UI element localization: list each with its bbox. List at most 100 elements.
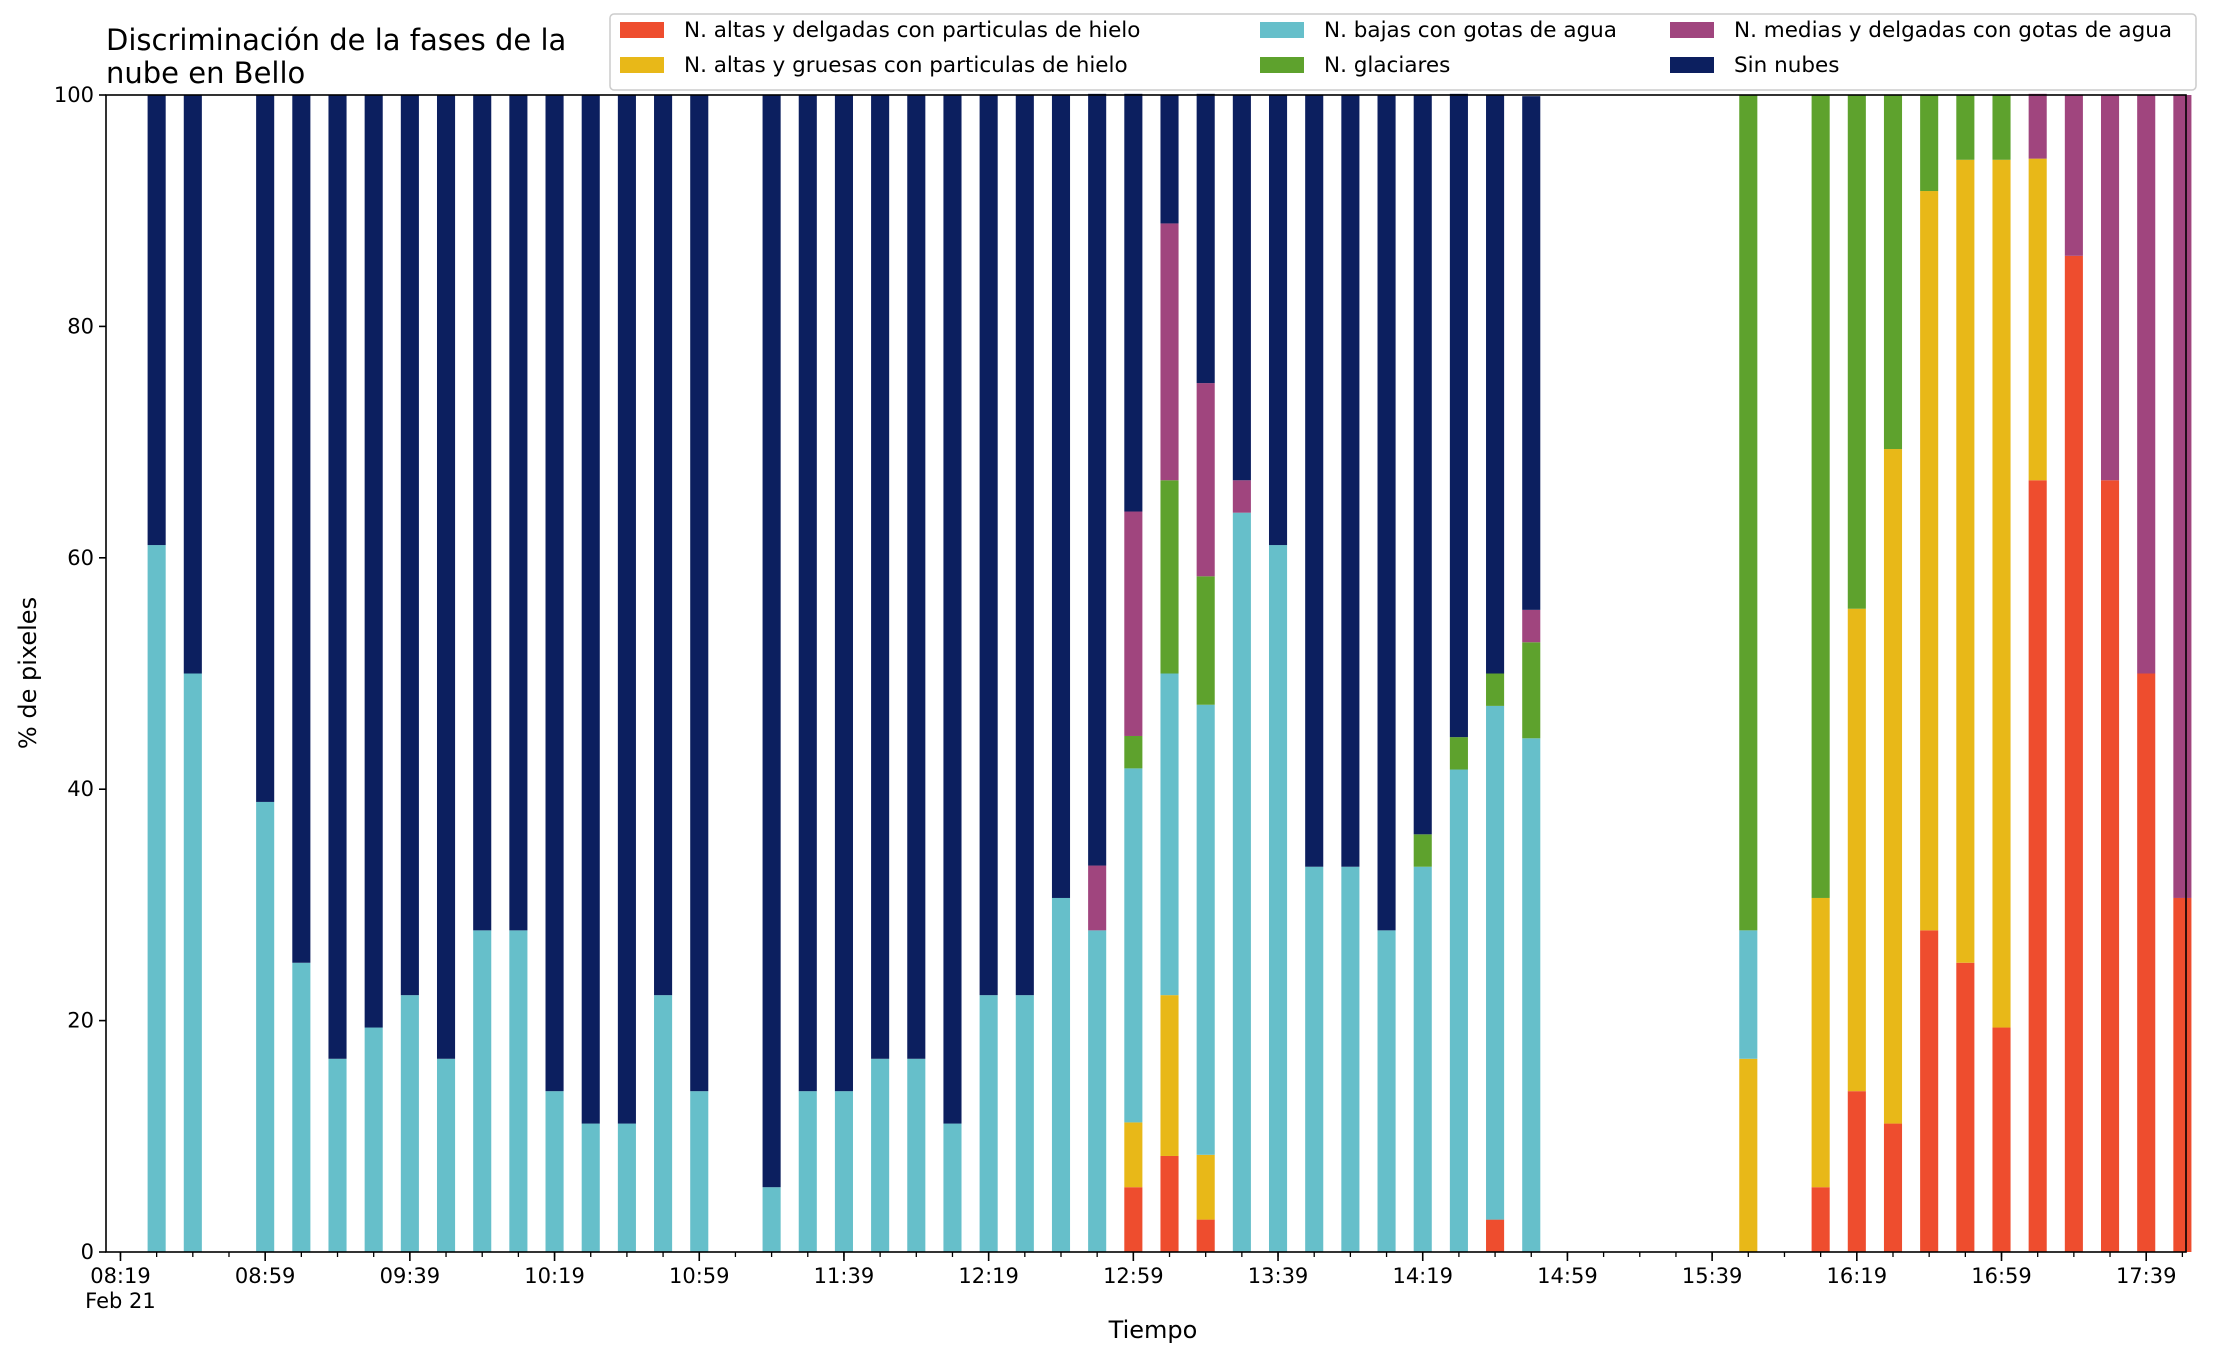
bar-segment [1377, 930, 1396, 1252]
bar-segment [1992, 95, 2011, 160]
bar-segment [328, 95, 347, 1059]
legend-label: Sin nubes [1734, 53, 1839, 78]
bar-segment [2028, 480, 2047, 1252]
bar-segment [183, 673, 202, 1252]
bar-segment [400, 995, 419, 1252]
bar-segment [690, 1091, 709, 1252]
bar-segment [1956, 95, 1975, 160]
y-tick-label: 20 [67, 1009, 94, 1033]
x-tick-label: 14:59 [1537, 1264, 1598, 1288]
bar-segment [1486, 673, 1505, 706]
bar-segment [1232, 480, 1251, 513]
bar-segment [1124, 735, 1143, 769]
bar-segment [1811, 1187, 1830, 1252]
legend-swatch [1260, 22, 1304, 38]
bar-segment [1196, 704, 1215, 1155]
bar-segment [2137, 95, 2156, 674]
bar-segment [617, 1123, 636, 1252]
bar-segment [871, 95, 890, 1059]
bar-segment [617, 95, 636, 1124]
bar-segment [2173, 897, 2192, 1252]
bar-segment [1124, 511, 1143, 736]
bar-segment [1268, 95, 1288, 546]
bar-segment [1449, 769, 1468, 1252]
bar-segment [1124, 768, 1143, 1123]
bar-segment [1088, 865, 1107, 931]
bar-segment [1413, 95, 1432, 835]
bar-segment [1051, 897, 1071, 1252]
bar-segment [1160, 95, 1179, 224]
bar-segment [762, 1187, 781, 1252]
bar-segment [1522, 642, 1541, 739]
bar-segment [1992, 1027, 2011, 1252]
bar-segment [1196, 1219, 1215, 1252]
bar-segment [1232, 512, 1251, 1252]
bar-segment [581, 1123, 600, 1252]
x-tick-label: 11:39 [814, 1264, 875, 1288]
bar-segment [834, 95, 853, 1092]
bar-segment [1522, 609, 1541, 643]
bar-segment [979, 95, 998, 996]
bar-segment [1160, 1155, 1179, 1252]
bar-segment [1232, 95, 1251, 481]
bar-segment [1449, 93, 1468, 738]
x-tick-label: 12:59 [1103, 1264, 1164, 1288]
bar-segment [2173, 95, 2192, 898]
y-tick-label: 80 [67, 314, 94, 338]
bar-segment [1956, 962, 1975, 1252]
bar-segment [690, 95, 709, 1092]
bar-segment [943, 95, 962, 1124]
bar-segment [364, 1027, 383, 1252]
bar-segment [1305, 95, 1324, 867]
bar-segment [1883, 1123, 1903, 1252]
bar-segment [2064, 255, 2083, 1252]
bar-segment [1088, 93, 1107, 866]
legend-label: N. bajas con gotas de agua [1324, 18, 1617, 43]
bar-segment [1160, 223, 1179, 481]
bar-segment [509, 930, 528, 1252]
bar-segment [1341, 866, 1360, 1252]
bar-segment [364, 95, 383, 1028]
bar-segment [1920, 191, 1939, 931]
bar-segment [1486, 1219, 1505, 1252]
bar-segment [2028, 158, 2047, 481]
bar-segment [2100, 95, 2120, 481]
bar-segment [2028, 93, 2047, 159]
bar-segment [654, 95, 673, 996]
bar-segment [1522, 96, 1541, 610]
bar-segment [1160, 673, 1179, 996]
x-tick-label: 15:39 [1682, 1264, 1743, 1288]
bar-segment [1956, 159, 1975, 963]
bars-group [147, 93, 2192, 1252]
bar-segment [1847, 608, 1866, 1092]
bar-segment [183, 95, 202, 674]
bar-segment [1739, 1058, 1758, 1252]
y-axis-label: % de pixeles [14, 597, 42, 749]
bar-segment [147, 545, 166, 1252]
bar-segment [1051, 95, 1071, 898]
bar-segment [2137, 673, 2156, 1252]
x-tick-label: 14:19 [1392, 1264, 1453, 1288]
x-tick-label: 17:39 [2116, 1264, 2177, 1288]
legend-swatch [620, 22, 664, 38]
bar-segment [798, 95, 817, 1092]
plot-frame [105, 94, 2187, 1253]
x-tick-label: 10:19 [524, 1264, 585, 1288]
bar-segment [1847, 1091, 1866, 1252]
legend-label: N. altas y delgadas con particulas de hi… [684, 18, 1140, 43]
bar-segment [907, 1058, 926, 1252]
bar-segment [834, 1091, 853, 1252]
bar-segment [581, 95, 600, 1124]
bar-segment [1015, 95, 1034, 996]
bar-segment [509, 95, 528, 931]
bar-segment [1522, 738, 1541, 1252]
bar-segment [400, 95, 419, 996]
legend-label: N. altas y gruesas con particulas de hie… [684, 53, 1128, 78]
legend-frame [609, 13, 2197, 91]
bar-segment [292, 962, 311, 1252]
bar-segment [1486, 95, 1505, 674]
x-tick-label: 09:39 [380, 1264, 441, 1288]
bar-segment [1124, 1187, 1143, 1252]
x-tick-label: 12:19 [958, 1264, 1019, 1288]
bar-segment [654, 995, 673, 1252]
